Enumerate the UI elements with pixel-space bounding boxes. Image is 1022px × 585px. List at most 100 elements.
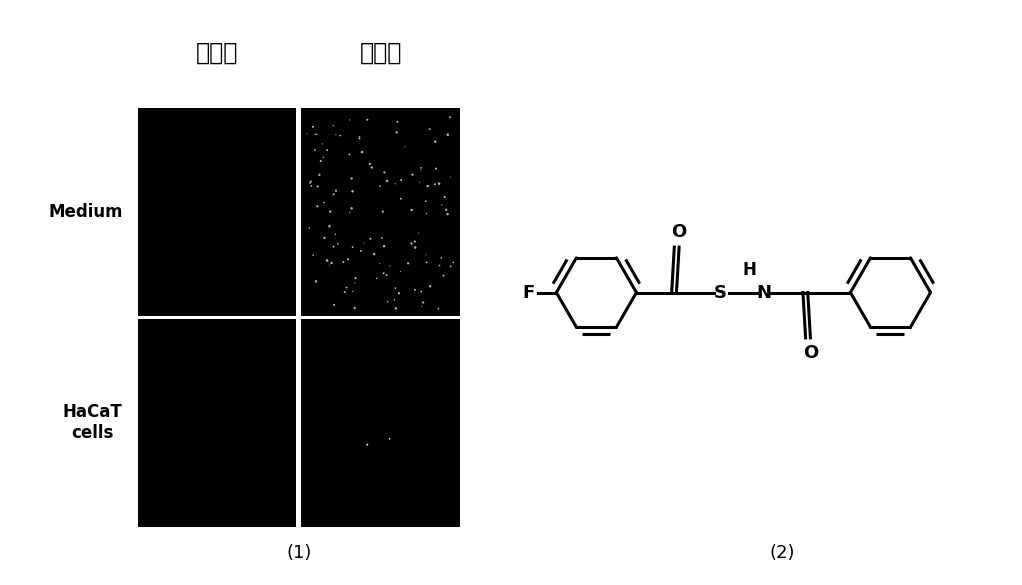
Point: [407, 243, 423, 252]
Point: [328, 130, 344, 139]
Point: [400, 259, 416, 268]
Point: [413, 163, 429, 173]
Point: [304, 181, 320, 191]
Point: [375, 207, 391, 216]
Point: [418, 250, 434, 260]
Point: [325, 242, 341, 251]
Point: [368, 274, 384, 283]
Point: [418, 209, 434, 218]
Point: [381, 261, 398, 271]
Point: [443, 261, 459, 271]
Point: [298, 129, 315, 139]
Point: [428, 164, 445, 173]
Point: [338, 283, 355, 292]
Point: [356, 239, 372, 248]
Point: [407, 237, 423, 246]
Point: [301, 223, 318, 233]
Point: [332, 131, 349, 140]
Point: [312, 170, 328, 180]
Point: [313, 156, 329, 166]
Point: [438, 205, 455, 214]
Point: [330, 239, 346, 249]
Point: [426, 180, 443, 189]
Point: [316, 233, 332, 243]
Point: [314, 139, 330, 149]
Point: [305, 250, 321, 260]
Point: [393, 176, 410, 185]
Point: [343, 204, 360, 213]
Point: [379, 176, 396, 185]
Point: [381, 434, 398, 443]
Point: [352, 134, 368, 143]
Point: [418, 197, 434, 206]
Point: [316, 198, 332, 207]
Point: [427, 137, 444, 146]
Point: [336, 287, 353, 297]
Point: [341, 115, 358, 125]
Text: HaCaT
cells: HaCaT cells: [63, 403, 123, 442]
Point: [387, 179, 404, 188]
Point: [431, 261, 448, 270]
Point: [433, 201, 450, 210]
Point: [364, 163, 380, 172]
Point: [325, 121, 341, 130]
Point: [375, 269, 391, 278]
Point: [308, 130, 324, 139]
Point: [376, 168, 392, 177]
Point: [346, 303, 363, 312]
Point: [390, 288, 407, 298]
Point: [411, 228, 427, 238]
Point: [321, 260, 337, 270]
Point: [372, 181, 388, 191]
Text: O: O: [671, 223, 687, 241]
Point: [379, 297, 396, 307]
Point: [340, 254, 357, 264]
Point: [343, 174, 360, 183]
Point: [436, 192, 453, 202]
Text: N: N: [756, 284, 772, 301]
Point: [326, 190, 342, 199]
Text: (1): (1): [286, 544, 312, 562]
Point: [413, 287, 429, 296]
Point: [439, 130, 456, 139]
Point: [321, 222, 337, 231]
Text: S: S: [713, 284, 727, 301]
Point: [387, 284, 404, 293]
Point: [397, 142, 413, 152]
Point: [316, 153, 332, 162]
Point: [308, 277, 324, 286]
Point: [413, 166, 429, 176]
Text: H: H: [742, 261, 756, 279]
Point: [347, 273, 364, 283]
Point: [386, 295, 403, 304]
Point: [335, 257, 352, 267]
Point: [421, 125, 437, 134]
Point: [435, 271, 452, 280]
Point: [322, 207, 338, 216]
Point: [307, 145, 323, 154]
Point: [392, 194, 409, 204]
Point: [415, 298, 431, 307]
Point: [359, 115, 375, 125]
Point: [326, 300, 342, 309]
Point: [431, 179, 448, 188]
Point: [419, 181, 435, 191]
Point: [319, 256, 335, 265]
Point: [353, 246, 369, 256]
Point: [363, 234, 379, 243]
Point: [328, 186, 344, 195]
Point: [411, 178, 427, 187]
Text: (2): (2): [770, 544, 794, 562]
Point: [378, 270, 394, 280]
Point: [405, 170, 421, 179]
Point: [344, 187, 361, 196]
Point: [418, 258, 434, 267]
Point: [341, 150, 358, 159]
Point: [389, 117, 406, 126]
Text: F: F: [522, 284, 535, 301]
Point: [445, 258, 461, 267]
Point: [404, 205, 420, 215]
Point: [341, 208, 358, 217]
Text: Medium: Medium: [48, 203, 123, 221]
Point: [404, 239, 420, 248]
